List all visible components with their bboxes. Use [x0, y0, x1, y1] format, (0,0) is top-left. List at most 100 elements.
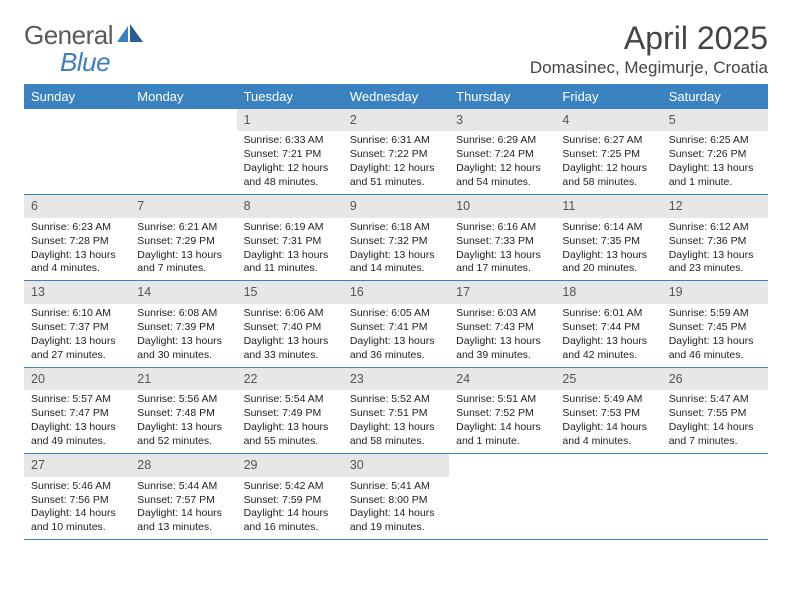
- calendar-day-cell: 28Sunrise: 5:44 AMSunset: 7:57 PMDayligh…: [130, 453, 236, 539]
- daylight-line: Daylight: 14 hours and 13 minutes.: [137, 507, 229, 535]
- daylight-line: Daylight: 13 hours and 23 minutes.: [669, 249, 761, 277]
- day-details: Sunrise: 6:01 AMSunset: 7:44 PMDaylight:…: [555, 304, 661, 366]
- sunset-line: Sunset: 7:37 PM: [31, 321, 123, 335]
- day-number: 12: [662, 195, 768, 218]
- daylight-line: Daylight: 14 hours and 19 minutes.: [350, 507, 442, 535]
- calendar-day-cell: 14Sunrise: 6:08 AMSunset: 7:39 PMDayligh…: [130, 281, 236, 367]
- day-number: 5: [662, 109, 768, 132]
- calendar-table: SundayMondayTuesdayWednesdayThursdayFrid…: [24, 84, 768, 541]
- calendar-day-cell: [24, 109, 130, 195]
- weekday-header: Sunday: [24, 84, 130, 109]
- day-number: 10: [449, 195, 555, 218]
- sunrise-line: Sunrise: 6:10 AM: [31, 307, 123, 321]
- day-number: 23: [343, 368, 449, 391]
- day-details: Sunrise: 5:44 AMSunset: 7:57 PMDaylight:…: [130, 477, 236, 539]
- calendar-day-cell: [130, 109, 236, 195]
- day-number: 27: [24, 454, 130, 477]
- day-details: Sunrise: 6:31 AMSunset: 7:22 PMDaylight:…: [343, 131, 449, 193]
- sunset-line: Sunset: 7:45 PM: [669, 321, 761, 335]
- day-details: Sunrise: 5:42 AMSunset: 7:59 PMDaylight:…: [237, 477, 343, 539]
- weekday-header: Tuesday: [237, 84, 343, 109]
- daylight-line: Daylight: 13 hours and 20 minutes.: [562, 249, 654, 277]
- sunset-line: Sunset: 7:56 PM: [31, 494, 123, 508]
- daylight-line: Daylight: 13 hours and 55 minutes.: [244, 421, 336, 449]
- sunset-line: Sunset: 7:36 PM: [669, 235, 761, 249]
- brand-part1: General: [24, 20, 113, 50]
- calendar-day-cell: 18Sunrise: 6:01 AMSunset: 7:44 PMDayligh…: [555, 281, 661, 367]
- calendar-day-cell: 29Sunrise: 5:42 AMSunset: 7:59 PMDayligh…: [237, 453, 343, 539]
- calendar-week-row: 1Sunrise: 6:33 AMSunset: 7:21 PMDaylight…: [24, 109, 768, 195]
- daylight-line: Daylight: 12 hours and 58 minutes.: [562, 162, 654, 190]
- calendar-day-cell: 9Sunrise: 6:18 AMSunset: 7:32 PMDaylight…: [343, 194, 449, 280]
- day-details: Sunrise: 5:59 AMSunset: 7:45 PMDaylight:…: [662, 304, 768, 366]
- day-number: 8: [237, 195, 343, 218]
- calendar-day-cell: 25Sunrise: 5:49 AMSunset: 7:53 PMDayligh…: [555, 367, 661, 453]
- sunrise-line: Sunrise: 6:14 AM: [562, 221, 654, 235]
- daylight-line: Daylight: 13 hours and 11 minutes.: [244, 249, 336, 277]
- sunrise-line: Sunrise: 6:18 AM: [350, 221, 442, 235]
- day-details: Sunrise: 6:19 AMSunset: 7:31 PMDaylight:…: [237, 218, 343, 280]
- day-details: Sunrise: 5:57 AMSunset: 7:47 PMDaylight:…: [24, 390, 130, 452]
- calendar-day-cell: 8Sunrise: 6:19 AMSunset: 7:31 PMDaylight…: [237, 194, 343, 280]
- daylight-line: Daylight: 13 hours and 58 minutes.: [350, 421, 442, 449]
- sunset-line: Sunset: 7:53 PM: [562, 407, 654, 421]
- day-details: Sunrise: 5:49 AMSunset: 7:53 PMDaylight:…: [555, 390, 661, 452]
- calendar-day-cell: 15Sunrise: 6:06 AMSunset: 7:40 PMDayligh…: [237, 281, 343, 367]
- sunrise-line: Sunrise: 5:51 AM: [456, 393, 548, 407]
- sunset-line: Sunset: 7:32 PM: [350, 235, 442, 249]
- day-number: 6: [24, 195, 130, 218]
- sunrise-line: Sunrise: 5:46 AM: [31, 480, 123, 494]
- day-number: 22: [237, 368, 343, 391]
- sunrise-line: Sunrise: 6:03 AM: [456, 307, 548, 321]
- calendar-day-cell: 4Sunrise: 6:27 AMSunset: 7:25 PMDaylight…: [555, 109, 661, 195]
- daylight-line: Daylight: 14 hours and 7 minutes.: [669, 421, 761, 449]
- calendar-day-cell: 26Sunrise: 5:47 AMSunset: 7:55 PMDayligh…: [662, 367, 768, 453]
- day-details: Sunrise: 5:54 AMSunset: 7:49 PMDaylight:…: [237, 390, 343, 452]
- calendar-day-cell: [662, 453, 768, 539]
- sunrise-line: Sunrise: 6:29 AM: [456, 134, 548, 148]
- calendar-day-cell: 5Sunrise: 6:25 AMSunset: 7:26 PMDaylight…: [662, 109, 768, 195]
- day-details: Sunrise: 6:29 AMSunset: 7:24 PMDaylight:…: [449, 131, 555, 193]
- calendar-day-cell: 1Sunrise: 6:33 AMSunset: 7:21 PMDaylight…: [237, 109, 343, 195]
- day-number: 11: [555, 195, 661, 218]
- calendar-day-cell: 21Sunrise: 5:56 AMSunset: 7:48 PMDayligh…: [130, 367, 236, 453]
- sunset-line: Sunset: 7:29 PM: [137, 235, 229, 249]
- daylight-line: Daylight: 12 hours and 48 minutes.: [244, 162, 336, 190]
- weekday-header: Friday: [555, 84, 661, 109]
- day-number: 16: [343, 281, 449, 304]
- sunset-line: Sunset: 7:41 PM: [350, 321, 442, 335]
- sunrise-line: Sunrise: 6:31 AM: [350, 134, 442, 148]
- day-details: Sunrise: 5:41 AMSunset: 8:00 PMDaylight:…: [343, 477, 449, 539]
- calendar-day-cell: 2Sunrise: 6:31 AMSunset: 7:22 PMDaylight…: [343, 109, 449, 195]
- daylight-line: Daylight: 13 hours and 52 minutes.: [137, 421, 229, 449]
- day-number: 13: [24, 281, 130, 304]
- day-details: Sunrise: 6:23 AMSunset: 7:28 PMDaylight:…: [24, 218, 130, 280]
- day-number: 14: [130, 281, 236, 304]
- calendar-day-cell: [449, 453, 555, 539]
- day-number: 21: [130, 368, 236, 391]
- daylight-line: Daylight: 13 hours and 7 minutes.: [137, 249, 229, 277]
- daylight-line: Daylight: 13 hours and 46 minutes.: [669, 335, 761, 363]
- sunrise-line: Sunrise: 5:56 AM: [137, 393, 229, 407]
- day-details: Sunrise: 6:10 AMSunset: 7:37 PMDaylight:…: [24, 304, 130, 366]
- day-number: 19: [662, 281, 768, 304]
- day-number: 15: [237, 281, 343, 304]
- daylight-line: Daylight: 13 hours and 42 minutes.: [562, 335, 654, 363]
- sunset-line: Sunset: 7:47 PM: [31, 407, 123, 421]
- day-details: Sunrise: 5:46 AMSunset: 7:56 PMDaylight:…: [24, 477, 130, 539]
- calendar-day-cell: 13Sunrise: 6:10 AMSunset: 7:37 PMDayligh…: [24, 281, 130, 367]
- day-details: Sunrise: 6:27 AMSunset: 7:25 PMDaylight:…: [555, 131, 661, 193]
- calendar-week-row: 27Sunrise: 5:46 AMSunset: 7:56 PMDayligh…: [24, 453, 768, 539]
- sunset-line: Sunset: 7:26 PM: [669, 148, 761, 162]
- daylight-line: Daylight: 13 hours and 49 minutes.: [31, 421, 123, 449]
- brand-logo: General Blue: [24, 22, 145, 76]
- day-number: 30: [343, 454, 449, 477]
- day-number: 25: [555, 368, 661, 391]
- day-number: 9: [343, 195, 449, 218]
- day-number: 18: [555, 281, 661, 304]
- calendar-day-cell: 12Sunrise: 6:12 AMSunset: 7:36 PMDayligh…: [662, 194, 768, 280]
- calendar-day-cell: 16Sunrise: 6:05 AMSunset: 7:41 PMDayligh…: [343, 281, 449, 367]
- weekday-header: Wednesday: [343, 84, 449, 109]
- weekday-header: Monday: [130, 84, 236, 109]
- sunset-line: Sunset: 7:40 PM: [244, 321, 336, 335]
